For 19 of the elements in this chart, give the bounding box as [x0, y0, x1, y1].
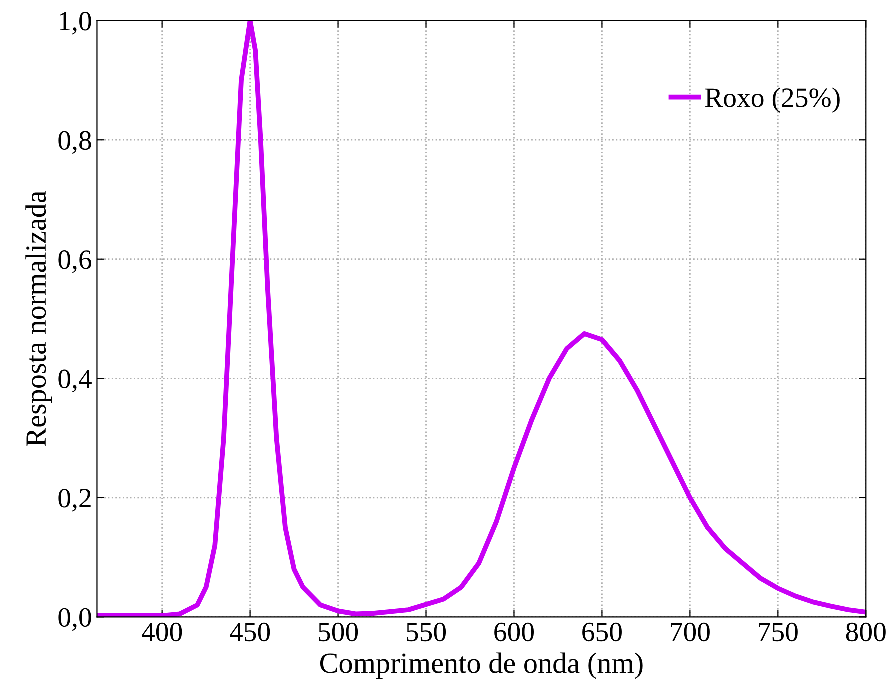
y-axis-title: Resposta normalizada: [26, 191, 52, 447]
y-tick-label: 0,6: [58, 250, 92, 274]
x-tick-label: 500: [319, 622, 358, 642]
x-tick-label: 550: [407, 622, 446, 642]
x-tick-label: 800: [846, 622, 886, 642]
x-tick-label: 600: [494, 622, 534, 642]
x-tick-label: 750: [759, 622, 798, 642]
x-tick-label: 450: [230, 622, 270, 642]
y-tick-label: 0,2: [58, 489, 91, 512]
y-tick-label: 0,8: [58, 131, 92, 154]
y-tick-label: 0,4: [58, 370, 92, 393]
legend-label: Roxo (25%): [705, 88, 840, 113]
x-axis-title: Comprimento de onda (nm): [320, 652, 643, 680]
line-series: [97, 20, 866, 618]
y-tick-label: 1,0: [60, 12, 92, 35]
x-tick-label: 700: [671, 622, 710, 642]
x-tick-label: 400: [142, 622, 182, 642]
x-tick-label: 650: [582, 622, 622, 642]
y-tick-label: 0,0: [58, 608, 92, 632]
